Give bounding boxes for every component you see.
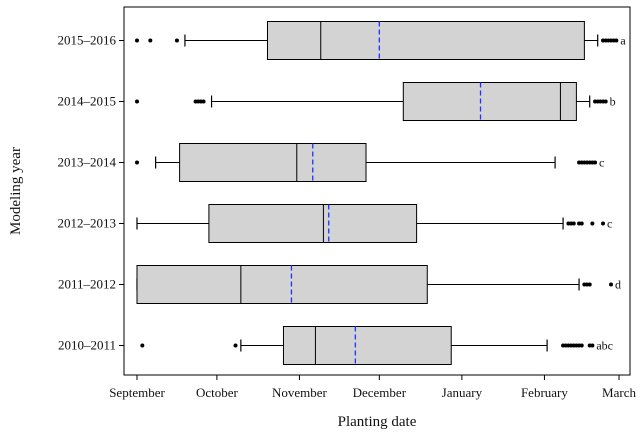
significance-letter: b: [610, 95, 616, 109]
x-axis-title: Planting date: [338, 414, 417, 430]
y-tick-label: 2012–2013: [58, 216, 117, 231]
x-tick-label: October: [196, 385, 239, 400]
y-tick-label: 2014–2015: [58, 94, 117, 109]
outlier-point: [140, 343, 145, 348]
iqr-box: [136, 265, 428, 304]
outlier-point: [135, 99, 139, 104]
x-tick-label: December: [353, 385, 407, 400]
outlier-point: [579, 221, 584, 226]
x-tick-label: September: [109, 385, 165, 400]
outlier-point: [135, 38, 139, 43]
outlier-point: [587, 282, 592, 287]
outlier-point: [614, 38, 619, 43]
outlier-point: [148, 38, 153, 43]
x-tick-label: February: [521, 385, 568, 400]
box-2014–2015: b: [135, 82, 616, 121]
box-2015–2016: a: [135, 21, 626, 60]
outlier-point: [601, 221, 606, 226]
outlier-point: [603, 99, 608, 104]
outlier-point: [593, 160, 598, 165]
significance-letter: c: [599, 156, 604, 170]
box-2011–2012: d: [136, 265, 621, 304]
outlier-point: [590, 221, 595, 226]
y-tick-label: 2010–2011: [58, 338, 116, 353]
y-tick-label: 2015–2016: [58, 33, 117, 48]
iqr-box: [179, 143, 367, 182]
significance-letter: abc: [596, 339, 613, 353]
box-2013–2014: c: [135, 143, 604, 182]
outlier-point: [233, 343, 238, 348]
iqr-box: [282, 326, 452, 365]
outlier-point: [201, 99, 206, 104]
x-tick-label: January: [442, 385, 483, 400]
iqr-box: [402, 82, 577, 121]
outlier-point: [174, 38, 179, 43]
y-tick-label: 2011–2012: [58, 277, 116, 292]
box-2010–2011: abc: [140, 326, 613, 365]
outlier-point: [579, 343, 584, 348]
iqr-box: [266, 21, 585, 60]
x-axis: September October November December January F…: [109, 375, 636, 400]
y-axis: 2015–2016 2014–2015 2013–2014 2012–2013 2011…: [58, 33, 124, 353]
outlier-point: [590, 343, 595, 348]
significance-letter: c: [607, 217, 612, 231]
plot-frame: [123, 6, 631, 376]
outlier-point: [571, 221, 576, 226]
significance-letter: d: [615, 278, 621, 292]
x-tick-label: November: [272, 385, 328, 400]
outlier-point: [609, 282, 614, 287]
iqr-box: [208, 204, 418, 243]
outlier-point: [135, 160, 139, 165]
box-2012–2013: c: [136, 204, 612, 243]
x-tick-label: March: [602, 385, 636, 400]
y-tick-label: 2013–2014: [58, 155, 117, 170]
y-axis-title: Modeling year: [8, 147, 24, 235]
significance-letter: a: [620, 34, 626, 48]
